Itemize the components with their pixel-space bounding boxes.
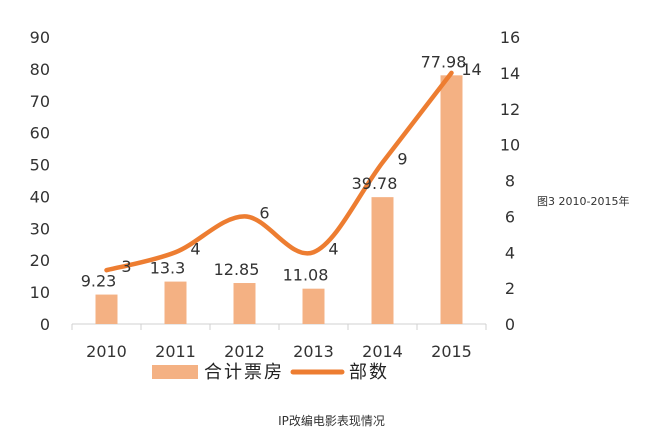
x-tick-label: 2014 <box>362 342 403 361</box>
bar-data-label: 77.98 <box>421 52 467 71</box>
left-tick-label: 90 <box>30 28 50 47</box>
right-tick-label: 12 <box>500 100 520 119</box>
bar <box>233 283 256 324</box>
legend-bar-swatch <box>152 365 198 379</box>
left-tick-label: 70 <box>30 92 50 111</box>
left-tick-label: 60 <box>30 124 50 143</box>
x-tick-label: 2013 <box>293 342 334 361</box>
figure-number-note: 图3 2010-2015年 <box>537 195 630 208</box>
right-tick-label: 4 <box>505 243 515 262</box>
right-tick-label: 6 <box>505 207 515 226</box>
bar-data-label: 9.23 <box>81 272 117 291</box>
line-data-labels: 3 4 6 4 9 14 <box>121 60 481 276</box>
bar <box>302 288 325 324</box>
right-axis-ticks: 0 2 4 6 8 10 12 14 16 <box>500 28 520 334</box>
left-tick-label: 10 <box>30 283 50 302</box>
legend-bar-label: 合计票房 <box>204 362 284 383</box>
x-axis-ticks: 2010 2011 2012 2013 2014 2015 <box>71 324 487 361</box>
right-tick-label: 16 <box>500 28 520 47</box>
legend: 合计票房 部数 <box>152 362 389 383</box>
x-tick-label: 2011 <box>155 342 196 361</box>
left-tick-label: 50 <box>30 156 50 175</box>
series-line <box>104 70 454 273</box>
right-tick-label: 2 <box>505 279 515 298</box>
bar-data-label: 13.3 <box>150 259 186 278</box>
left-tick-label: 20 <box>30 251 50 270</box>
left-tick-label: 40 <box>30 187 50 206</box>
bar <box>95 294 118 324</box>
bar-data-labels: 9.23 13.3 12.85 11.08 39.78 77.98 <box>81 52 467 290</box>
right-tick-label: 8 <box>505 172 515 191</box>
x-tick-label: 2015 <box>431 342 472 361</box>
line-data-label: 3 <box>121 257 131 276</box>
bar-data-label: 39.78 <box>352 174 398 193</box>
bar <box>164 281 187 324</box>
left-tick-label: 80 <box>30 60 50 79</box>
bar-data-label: 11.08 <box>283 266 329 285</box>
figure-caption: IP改编电影表现情况 <box>278 414 385 428</box>
line-data-label: 4 <box>328 239 338 258</box>
line-data-label: 6 <box>259 203 269 222</box>
line-data-label: 9 <box>397 150 407 169</box>
bar-data-label: 12.85 <box>214 260 260 279</box>
line-data-label: 14 <box>461 60 481 79</box>
x-tick-label: 2010 <box>86 342 127 361</box>
right-tick-label: 0 <box>505 315 515 334</box>
line-data-label: 4 <box>190 239 200 258</box>
bar-series <box>95 75 463 324</box>
left-tick-label: 0 <box>40 315 50 334</box>
bar <box>440 75 463 324</box>
bar <box>371 197 394 324</box>
right-tick-label: 14 <box>500 64 520 83</box>
left-axis-ticks: 0 10 20 30 40 50 60 70 80 90 <box>30 28 50 334</box>
line-series <box>104 70 454 273</box>
legend-line-label: 部数 <box>349 362 389 383</box>
x-tick-label: 2012 <box>224 342 265 361</box>
left-tick-label: 30 <box>30 219 50 238</box>
right-tick-label: 10 <box>500 136 520 155</box>
